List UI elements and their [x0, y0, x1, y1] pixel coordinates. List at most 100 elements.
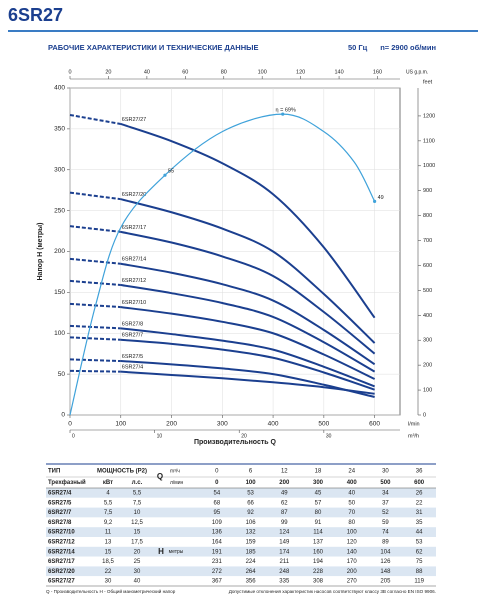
x-label: Производительность Q [194, 439, 277, 446]
table-cell: 194 [313, 559, 324, 565]
table-cell: 191 [212, 549, 223, 555]
table-cell: 25 [134, 559, 141, 565]
table-header: 24 [348, 469, 355, 475]
x3-tick-label: 30 [326, 433, 332, 439]
table-cell: 109 [212, 520, 223, 526]
curve [120, 370, 375, 395]
table-cell: 50 [348, 500, 355, 506]
curve-dashed [69, 358, 121, 363]
y2-tick-label: 1200 [423, 113, 435, 119]
table-header: 300 [313, 480, 324, 486]
table-header: кВт [103, 480, 113, 486]
curve-label: 6SR27/27 [122, 117, 146, 123]
curve-label: 6SR27/7 [122, 333, 143, 339]
y2-tick-label: 0 [423, 412, 426, 418]
table-cell: 137 [313, 539, 324, 545]
table-cell: 132 [246, 530, 257, 536]
table-cell: 264 [246, 569, 257, 575]
curve-label: 6SR27/8 [122, 321, 143, 327]
table-header: 30 [382, 469, 389, 475]
curve-label: 6SR27/12 [122, 278, 146, 284]
efficiency-label: η = 69% [276, 108, 296, 114]
x2-tick-label: 160 [373, 69, 382, 75]
table-cell: 106 [246, 520, 257, 526]
table-row-bg [46, 556, 436, 567]
curve [120, 338, 375, 391]
y-tick-label: 0 [61, 412, 65, 419]
x-tick-label: 0 [68, 421, 72, 428]
curve-dashed [69, 336, 121, 341]
curve-dashed [69, 191, 121, 201]
table-cell: 45 [315, 490, 322, 496]
table-cell: 26 [416, 490, 423, 496]
table-header: 600 [414, 480, 425, 486]
title-rule [8, 30, 478, 32]
y2-tick-label: 700 [423, 238, 432, 244]
x-unit: l/min [408, 421, 420, 427]
y-tick-label: 200 [54, 248, 65, 255]
x3-tick-label: 0 [72, 433, 75, 439]
table-cell: 136 [212, 530, 223, 536]
table-cell: 185 [246, 549, 257, 555]
table-cell: 174 [279, 549, 290, 555]
table-header: 18 [315, 469, 322, 475]
table-cell: 22 [105, 569, 112, 575]
table-cell: 6SR27/27 [48, 579, 75, 585]
table-cell: 148 [380, 569, 391, 575]
table-cell: 95 [214, 510, 221, 516]
curve-dashed [69, 113, 121, 125]
table-cell: 119 [414, 579, 424, 585]
table-cell: 68 [214, 500, 221, 506]
x-tick-label: 400 [268, 421, 279, 428]
table-cell: 35 [416, 520, 423, 526]
table-cell: 160 [313, 549, 324, 555]
curve-label: 6SR27/4 [122, 365, 143, 371]
table-row-bg [46, 537, 436, 547]
table-cell: 89 [382, 539, 389, 545]
y-tick-label: 350 [54, 126, 65, 133]
table-cell: 228 [313, 569, 324, 575]
x3-tick-label: 10 [157, 433, 163, 439]
table-header: л/мин [170, 480, 184, 486]
table-cell: 6SR27/4 [48, 490, 72, 496]
curve-dashed [69, 257, 121, 265]
speed: n= 2900 об/мин [380, 43, 436, 52]
table-cell: 59 [382, 520, 389, 526]
table-cell: 57 [315, 500, 322, 506]
table-cell: 18,5 [102, 559, 114, 565]
curve-label: 6SR27/5 [122, 354, 143, 360]
table-cell: 9,2 [104, 520, 113, 526]
table-cell: 44 [416, 530, 423, 536]
y-tick-label: 400 [54, 85, 65, 92]
table-cell: 124 [279, 530, 290, 536]
table-header: Трехфазный [48, 479, 86, 486]
table-header: 0 [215, 480, 219, 486]
table-cell: 30 [105, 579, 112, 585]
table-header: ТИП [48, 469, 60, 475]
table-cell: 99 [281, 520, 288, 526]
table-header: 100 [246, 480, 257, 486]
y-tick-label: 300 [54, 166, 65, 173]
y2-tick-label: 500 [423, 288, 432, 294]
table-cell: 30 [134, 569, 141, 575]
x2-tick-label: 100 [258, 69, 267, 75]
table-cell: 140 [347, 549, 358, 555]
table-header: 0 [215, 469, 219, 475]
table-cell: 335 [279, 579, 290, 585]
table-cell: 20 [134, 549, 141, 555]
table-row-bg [46, 566, 436, 577]
x2-tick-label: 20 [105, 69, 111, 75]
efficiency-point [373, 199, 377, 203]
table-cell: 75 [416, 559, 423, 565]
table-header: 500 [380, 480, 391, 486]
table-cell: 6SR27/14 [48, 549, 75, 555]
table-cell: 54 [214, 490, 221, 496]
table-cell: 80 [315, 510, 322, 516]
table-cell: 40 [348, 490, 355, 496]
table-cell: 49 [281, 490, 288, 496]
frequency: 50 Гц [348, 43, 368, 52]
curve-label: 6SR27/17 [122, 225, 146, 231]
table-row-bg [46, 507, 436, 518]
